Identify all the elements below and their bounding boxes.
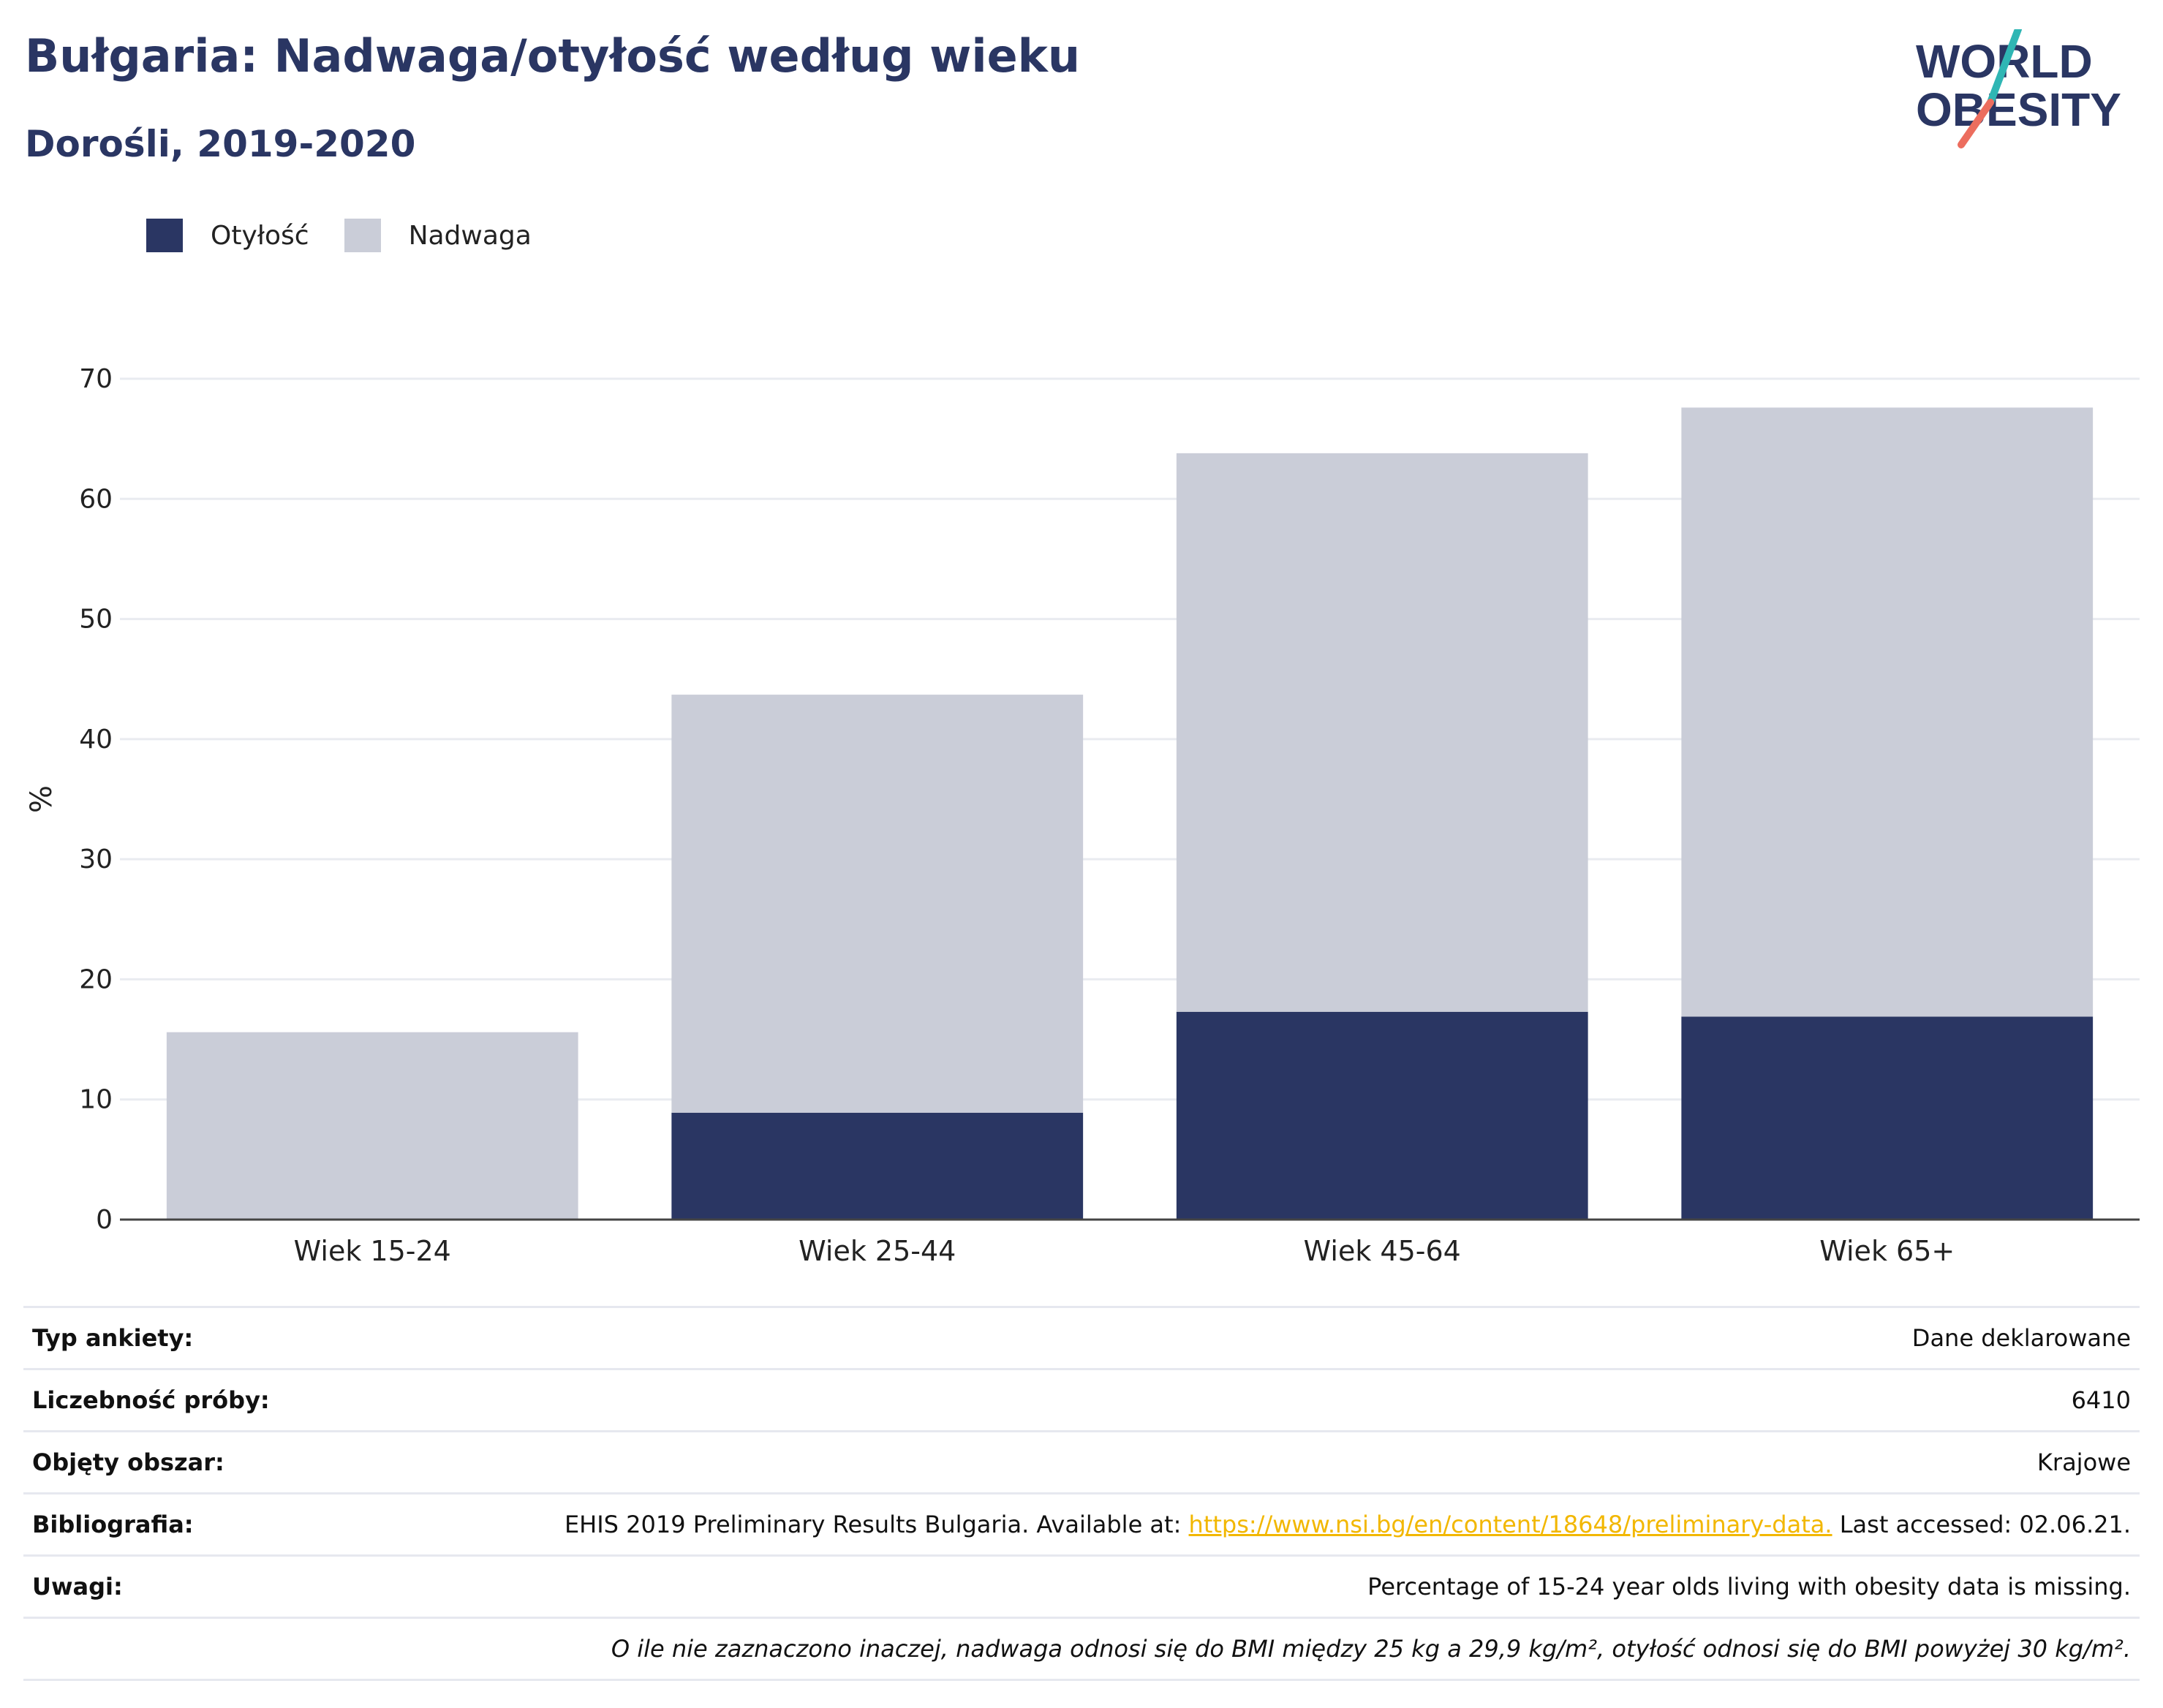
y-axis-label: % xyxy=(25,785,58,813)
legend-label-obesity: Otyłość xyxy=(211,220,309,251)
legend-item-overweight[interactable]: Nadwaga xyxy=(344,219,532,252)
x-tick-label: Wiek 45-64 xyxy=(1304,1235,1461,1265)
chart-subtitle: Dorośli, 2019-2020 xyxy=(25,123,416,165)
bibliography-prefix: EHIS 2019 Preliminary Results Bulgaria. … xyxy=(564,1511,1189,1538)
bar-overweight xyxy=(1681,407,2094,1017)
info-label-sample-size: Liczebność próby: xyxy=(23,1369,333,1432)
info-value-survey-type: Dane deklarowane xyxy=(333,1306,2140,1370)
world-obesity-logo: WORLD OBESITY xyxy=(1916,29,2121,148)
bar-obesity xyxy=(1681,1016,2094,1220)
info-value-sample-size: 6410 xyxy=(333,1369,2140,1432)
info-label-area: Objęty obszar: xyxy=(23,1431,333,1494)
info-value-bibliography: EHIS 2019 Preliminary Results Bulgaria. … xyxy=(333,1493,2140,1557)
x-tick-label: Wiek 15-24 xyxy=(294,1235,451,1265)
y-tick-label: 70 xyxy=(79,364,113,394)
bar-chart: 0 10 20 30 40 50 60 70% Wiek 15-24 Wiek 25-44 Wiek… xyxy=(25,364,2140,1265)
logo-slash-teal xyxy=(1987,29,2022,106)
bar-overweight xyxy=(671,695,1084,1113)
chart-legend: Otyłość Nadwaga xyxy=(146,216,567,254)
x-tick-label: Wiek 25-44 xyxy=(799,1235,956,1265)
info-row-bibliography: Bibliografia: EHIS 2019 Preliminary Resu… xyxy=(23,1493,2140,1557)
info-value-notes: Percentage of 15-24 year olds living wit… xyxy=(333,1555,2140,1619)
info-row-area: Objęty obszar: Krajowe xyxy=(23,1431,2140,1494)
info-table: Typ ankiety: Dane deklarowane Liczebność… xyxy=(23,1306,2140,1681)
info-label-survey-type: Typ ankiety: xyxy=(23,1306,333,1370)
info-row-notes: Uwagi: Percentage of 15-24 year olds liv… xyxy=(23,1555,2140,1619)
bar-obesity xyxy=(1176,1011,1588,1220)
y-tick-label: 60 xyxy=(79,484,113,514)
info-row-survey-type: Typ ankiety: Dane deklarowane xyxy=(23,1306,2140,1370)
legend-item-obesity[interactable]: Otyłość xyxy=(146,219,309,252)
info-row-footnote: O ile nie zaznaczono inaczej, nadwaga od… xyxy=(23,1617,2140,1681)
y-tick-label: 20 xyxy=(79,964,113,994)
y-tick-label: 0 xyxy=(96,1205,113,1235)
chart-title: Bułgaria: Nadwaga/otyłość według wieku xyxy=(25,29,1081,83)
bibliography-link[interactable]: https://www.nsi.bg/en/content/18648/prel… xyxy=(1188,1511,1832,1538)
x-tick-label: Wiek 65+ xyxy=(1819,1235,1955,1265)
bar-overweight xyxy=(166,1032,578,1220)
bar-overweight xyxy=(1176,453,1588,1012)
logo-slash-red xyxy=(1958,99,1994,148)
logo-text-obesity: OBESITY xyxy=(1916,83,2121,136)
info-label-bibliography: Bibliografia: xyxy=(23,1493,333,1557)
y-tick-label: 30 xyxy=(79,844,113,874)
info-value-area: Krajowe xyxy=(333,1431,2140,1494)
y-tick-label: 50 xyxy=(79,605,113,635)
legend-swatch-overweight xyxy=(344,219,381,252)
legend-swatch-obesity xyxy=(146,219,183,252)
legend-label-overweight: Nadwaga xyxy=(408,220,532,251)
bar-obesity xyxy=(671,1112,1084,1220)
y-tick-label: 10 xyxy=(79,1085,113,1115)
y-tick-label: 40 xyxy=(79,725,113,755)
bibliography-suffix: Last accessed: 02.06.21. xyxy=(1832,1511,2131,1538)
info-label-notes: Uwagi: xyxy=(23,1555,333,1619)
info-row-sample-size: Liczebność próby: 6410 xyxy=(23,1369,2140,1432)
info-footnote: O ile nie zaznaczono inaczej, nadwaga od… xyxy=(23,1617,2140,1681)
